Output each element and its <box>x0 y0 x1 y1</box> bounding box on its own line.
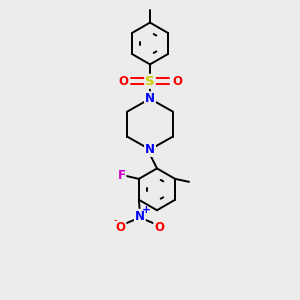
Text: N: N <box>145 143 155 156</box>
Text: -: - <box>114 215 117 225</box>
Text: O: O <box>172 75 182 88</box>
Text: +: + <box>142 205 150 215</box>
Text: O: O <box>116 220 125 234</box>
Text: N: N <box>135 210 145 223</box>
Text: F: F <box>117 169 125 182</box>
Text: N: N <box>145 92 155 105</box>
Text: S: S <box>145 75 155 88</box>
Text: O: O <box>154 220 164 234</box>
Text: O: O <box>118 75 128 88</box>
